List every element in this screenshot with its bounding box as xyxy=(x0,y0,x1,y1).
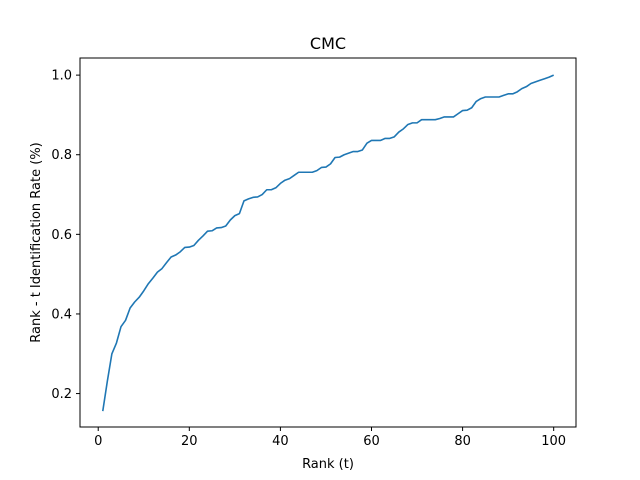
axis-ticks: 0 20 40 60 80 100 0.2 0.4 0.6 0.8 1.0 xyxy=(51,69,566,449)
x-tick-label: 0 xyxy=(94,434,102,449)
plot-frame xyxy=(79,57,577,428)
x-tick-label: 20 xyxy=(181,434,198,449)
y-tick-label: 0.4 xyxy=(51,307,72,322)
x-axis-label: Rank (t) xyxy=(302,457,354,472)
y-tick-label: 0.6 xyxy=(51,228,72,243)
y-axis-label: Rank - t Identification Rate (%) xyxy=(29,142,44,342)
x-tick-label: 100 xyxy=(541,434,566,449)
plot-area xyxy=(101,74,555,412)
y-tick-label: 0.2 xyxy=(51,387,72,402)
x-tick-label: 60 xyxy=(363,434,380,449)
y-tick-label: 1.0 xyxy=(51,69,72,84)
x-tick-label: 80 xyxy=(454,434,471,449)
chart-title: CMC xyxy=(310,34,346,53)
y-tick-label: 0.8 xyxy=(51,148,72,163)
x-tick-label: 40 xyxy=(272,434,289,449)
series-line-0 xyxy=(101,74,555,412)
